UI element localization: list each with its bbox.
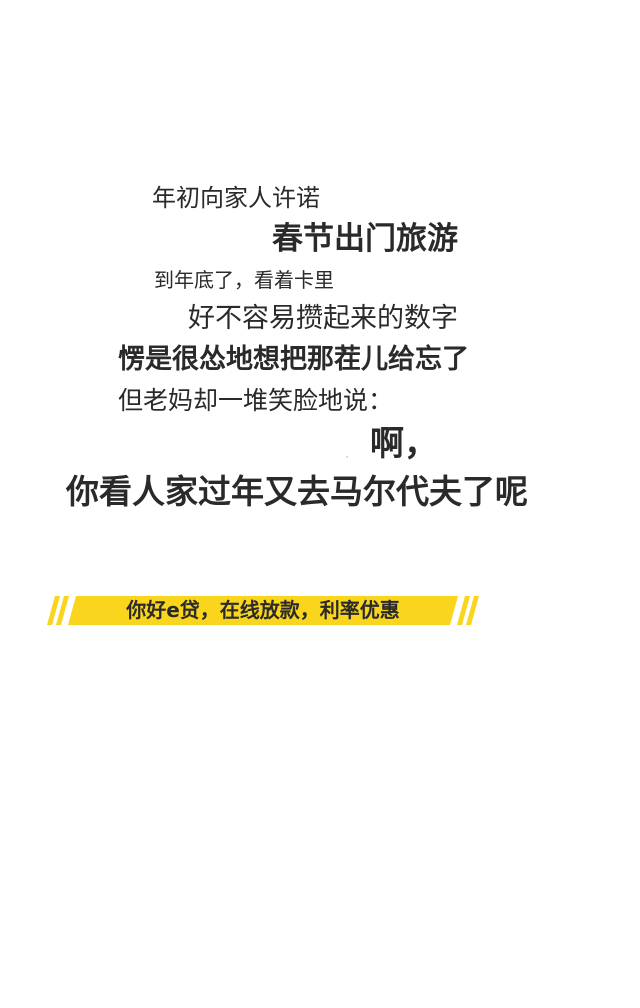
banner-parallelogram [68, 596, 458, 625]
banner-background [47, 596, 479, 625]
promo-banner[interactable]: 你好e贷，在线放款，利率优惠 [46, 594, 482, 627]
banner-text: 你好e贷，在线放款，利率优惠 [126, 598, 400, 622]
story-line-5: 愣是很怂地想把那茬儿给忘了 [118, 344, 469, 375]
story-line-3: 到年底了，看着卡里 [154, 268, 334, 292]
right-slash-1 [457, 596, 470, 625]
story-line-8: 你看人家过年又去马尔代夫了呢 [66, 472, 528, 511]
left-slash-1 [47, 596, 60, 625]
decorative-dot [346, 456, 348, 458]
story-line-2: 春节出门旅游 [272, 221, 458, 257]
story-line-1: 年初向家人许诺 [152, 184, 320, 212]
story-line-6: 但老妈却一堆笑脸地说： [118, 386, 394, 415]
left-slash-2 [56, 596, 69, 625]
right-slash-2 [466, 596, 479, 625]
story-line-4: 好不容易攒起来的数字 [188, 303, 458, 334]
story-line-7: 啊， [370, 424, 438, 464]
